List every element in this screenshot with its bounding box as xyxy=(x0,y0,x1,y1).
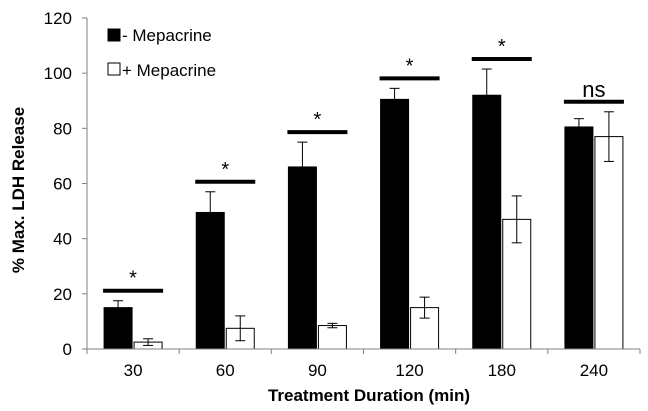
significance-label: ns xyxy=(582,77,605,102)
bar-minus-mepacrine xyxy=(472,94,502,350)
x-tick-label: 60 xyxy=(216,361,235,380)
legend: - Mepacrine + Mepacrine xyxy=(107,26,216,80)
significance-label: * xyxy=(129,268,137,290)
y-axis-title: % Max. LDH Release xyxy=(9,107,28,273)
x-tick-label: 120 xyxy=(395,361,423,380)
y-tick-label: 100 xyxy=(44,64,72,83)
bar-plus-mepacrine xyxy=(502,218,532,350)
y-tick-label: 120 xyxy=(44,9,72,28)
x-tick-label: 30 xyxy=(124,361,143,380)
legend-label-plus-mepacrine: + Mepacrine xyxy=(122,61,216,80)
bar-plus-mepacrine xyxy=(594,136,624,350)
y-tick-label: 60 xyxy=(53,175,72,194)
y-tick-label: 20 xyxy=(53,285,72,304)
significance-label: * xyxy=(406,55,414,77)
x-tick-label: 180 xyxy=(488,361,516,380)
bar-minus-mepacrine xyxy=(380,98,410,350)
x-tick-label: 240 xyxy=(580,361,608,380)
bar-minus-mepacrine xyxy=(564,126,594,350)
x-axis: 30 60 90 120 180 240 xyxy=(86,348,641,380)
bar-plus-mepacrine xyxy=(317,325,347,350)
significance-label: * xyxy=(314,109,322,131)
y-axis: 0 20 40 60 80 100 120 xyxy=(44,9,88,359)
legend-swatch-plus-mepacrine xyxy=(107,62,121,76)
significance-label: * xyxy=(221,159,229,181)
y-tick-label: 40 xyxy=(53,230,72,249)
plot-area: * * * * * ns xyxy=(103,36,624,350)
legend-swatch-minus-mepacrine xyxy=(107,28,121,42)
y-tick-label: 80 xyxy=(53,119,72,138)
bar-minus-mepacrine xyxy=(287,166,317,350)
legend-label-minus-mepacrine: - Mepacrine xyxy=(122,26,212,45)
x-axis-title: Treatment Duration (min) xyxy=(268,386,470,405)
x-tick-label: 90 xyxy=(308,361,327,380)
significance-label: * xyxy=(498,36,506,58)
y-tick-label: 0 xyxy=(63,340,72,359)
